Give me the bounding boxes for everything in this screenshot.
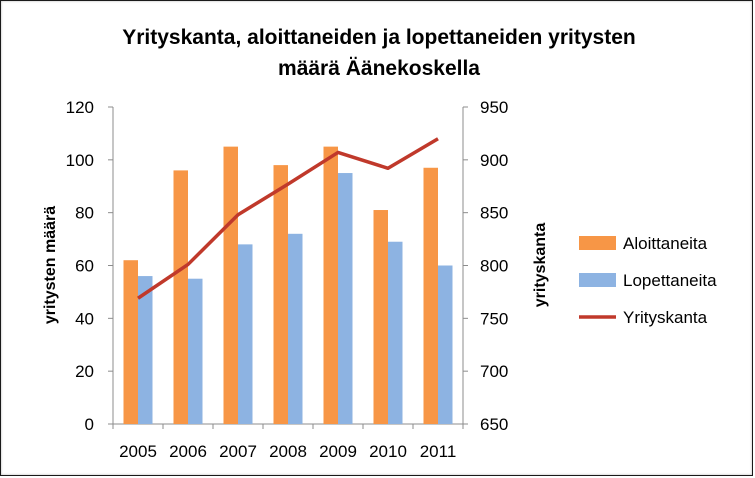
x-tick-label: 2006 (169, 442, 207, 461)
legend-label-yrityskanta: Yrityskanta (623, 308, 708, 327)
bar-lopettaneita-2011 (438, 265, 453, 424)
y-right-tick-label: 650 (480, 415, 508, 434)
bar-aloittaneita-2008 (273, 165, 288, 424)
bar-aloittaneita-2006 (173, 170, 188, 424)
legend: Aloittaneita Lopettaneita Yrityskanta (579, 234, 717, 327)
x-tick-label: 2008 (269, 442, 307, 461)
bar-aloittaneita-2007 (223, 146, 238, 424)
line-series-yrityskanta (137, 137, 439, 300)
bar-lopettaneita-2009 (338, 173, 353, 424)
y-left-tick-label: 20 (75, 362, 94, 381)
x-tick-label: 2010 (369, 442, 407, 461)
legend-swatch-aloittaneita (579, 236, 616, 250)
x-tick-label: 2011 (420, 442, 457, 461)
y-left-tick-label: 80 (75, 204, 94, 223)
chart-title-line2: määrä Äänekoskella (278, 57, 480, 80)
legend-swatch-lopettaneita (579, 273, 616, 287)
bar-lopettaneita-2006 (188, 278, 203, 424)
y-right-tick-label: 850 (480, 204, 508, 223)
y-axis-left-label: yritysten määrä (42, 206, 59, 324)
legend-label-lopettaneita: Lopettaneita (623, 271, 717, 290)
y-left-tick-label: 60 (75, 257, 94, 276)
y-right-tick-label: 700 (480, 362, 508, 381)
y-right-tick-label: 800 (480, 257, 508, 276)
y-right-tick-label: 950 (480, 98, 508, 117)
y-right-tick-label: 900 (480, 151, 508, 170)
x-tick-label: 2009 (319, 442, 357, 461)
bar-lopettaneita-2007 (238, 244, 253, 424)
bar-aloittaneita-2009 (323, 146, 338, 424)
y-left-tick-label: 40 (75, 309, 94, 328)
y-axis-right-label: yrityskanta (532, 223, 549, 308)
bar-lopettaneita-2008 (288, 233, 303, 424)
y-right-tick-label: 750 (480, 309, 508, 328)
bar-lopettaneita-2005 (138, 276, 153, 424)
y-left-tick-label: 120 (66, 98, 94, 117)
bar-aloittaneita-2005 (123, 260, 138, 424)
plot-area: 0 20 40 60 80 100 120 650 700 750 800 850 900 950 2005… (66, 98, 509, 461)
y-left-tick-label: 0 (85, 415, 94, 434)
y-left-tick-label: 100 (66, 151, 94, 170)
bar-aloittaneita-2010 (373, 210, 388, 424)
x-tick-label: 2007 (219, 442, 257, 461)
chart-title-line1: Yrityskanta, aloittaneiden ja lopettanei… (122, 26, 635, 49)
bar-lopettaneita-2010 (388, 241, 403, 424)
bar-aloittaneita-2011 (423, 167, 438, 424)
legend-label-aloittaneita: Aloittaneita (623, 234, 708, 253)
x-tick-label: 2005 (119, 442, 157, 461)
